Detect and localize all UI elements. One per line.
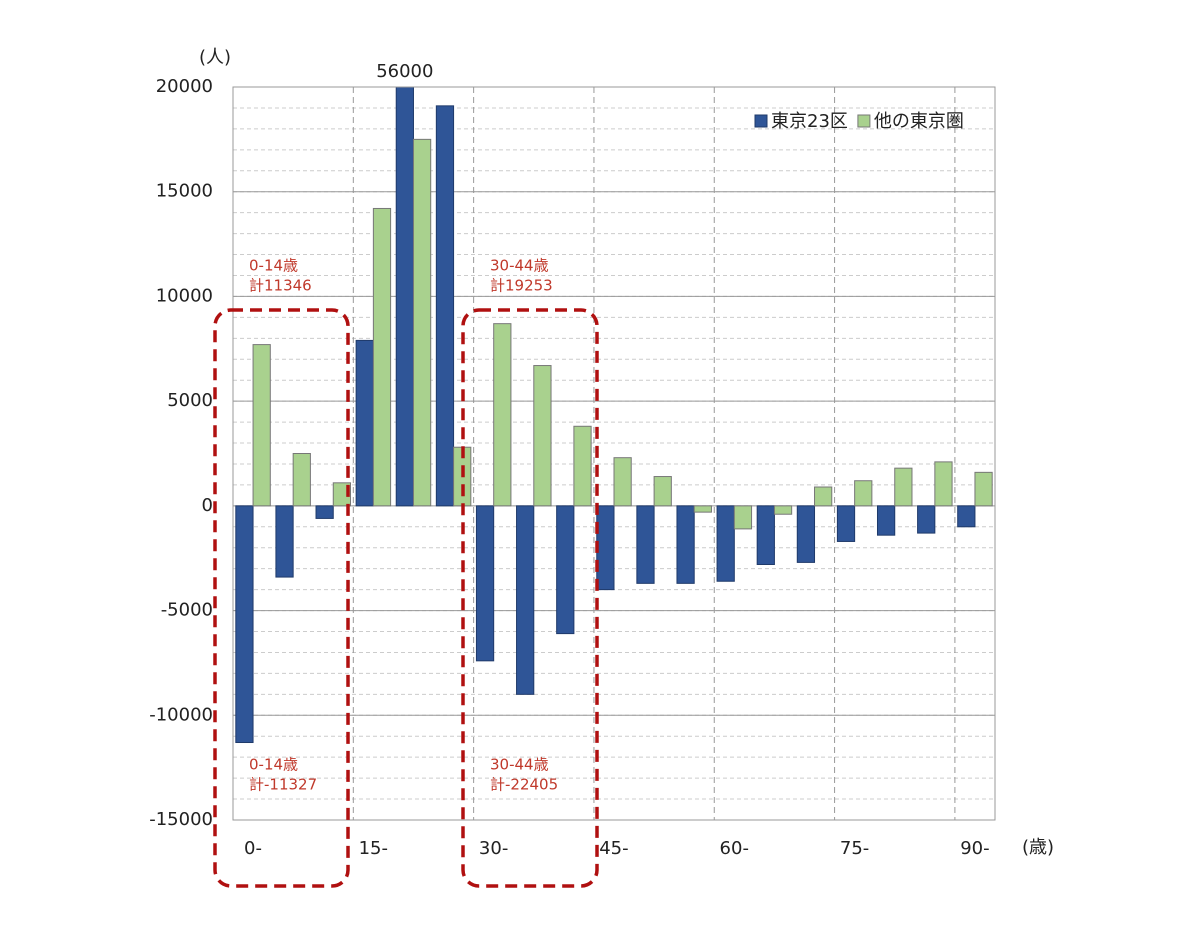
legend-swatch (754, 114, 768, 128)
annotation: 計11346 (249, 277, 312, 295)
highlight-box (461, 308, 599, 888)
bar (516, 505, 535, 695)
bar (292, 453, 311, 507)
bar (275, 505, 294, 578)
y-tick-label: -15000 (149, 809, 213, 830)
legend-swatch (857, 114, 871, 128)
bar (917, 505, 936, 534)
y-tick-label: 15000 (156, 181, 213, 202)
bar (412, 138, 432, 507)
bar (854, 480, 873, 507)
bar (876, 505, 896, 536)
highlight-box (213, 308, 350, 888)
bar (974, 471, 993, 507)
bar (693, 505, 712, 513)
bar (836, 505, 856, 542)
legend-label: 他の東京圏 (874, 111, 964, 132)
bar (556, 505, 575, 635)
bar (395, 87, 414, 507)
bar (934, 461, 953, 507)
x-tick-label: 0- (244, 838, 262, 859)
annotation: 30-44歳 (490, 756, 549, 774)
bar (756, 505, 775, 565)
bar (613, 457, 632, 507)
bar (475, 505, 495, 662)
bar (372, 207, 392, 507)
x-axis-label: (歳) (1022, 837, 1054, 858)
x-tick-label: 90- (960, 838, 989, 859)
bar (573, 425, 592, 507)
bar (235, 505, 254, 744)
bar (716, 505, 735, 582)
y-tick-label: 10000 (156, 285, 213, 306)
bar (252, 344, 271, 507)
annotation: 計-22405 (490, 776, 558, 794)
bar (596, 505, 615, 591)
x-tick-label: 15- (359, 838, 388, 859)
bar (533, 365, 552, 507)
bars (235, 87, 993, 744)
bar (773, 505, 793, 515)
annotation: 30-44歳 (490, 257, 549, 275)
bar (894, 467, 913, 507)
legend-label: 東京23区 (771, 111, 848, 132)
y-tick-label: 20000 (156, 76, 213, 97)
bar (653, 476, 672, 507)
data-label: 56000 (376, 61, 433, 82)
x-tick-label: 30- (479, 838, 508, 859)
bar (676, 505, 695, 584)
bar (636, 505, 655, 584)
annotation: 計19253 (490, 277, 553, 295)
bar (332, 482, 352, 507)
annotation: 計-11327 (249, 776, 317, 794)
y-tick-label: -10000 (149, 704, 213, 725)
bar (493, 323, 512, 507)
bar (733, 505, 753, 530)
annotation: 0-14歳 (249, 756, 298, 774)
bar (355, 339, 374, 507)
bar (796, 505, 816, 563)
annotation: 0-14歳 (249, 257, 298, 275)
bar (957, 505, 976, 528)
plot-frame (232, 86, 996, 821)
y-axis-label: (人) (199, 47, 231, 68)
bar (814, 486, 833, 507)
bar (435, 105, 455, 507)
x-tick-label: 60- (720, 838, 749, 859)
y-tick-label: 0 (202, 495, 213, 516)
y-tick-label: 5000 (167, 390, 213, 411)
x-tick-label: 75- (840, 838, 869, 859)
x-tick-label: 45- (599, 838, 628, 859)
bar (315, 505, 334, 519)
y-tick-label: -5000 (161, 600, 213, 621)
